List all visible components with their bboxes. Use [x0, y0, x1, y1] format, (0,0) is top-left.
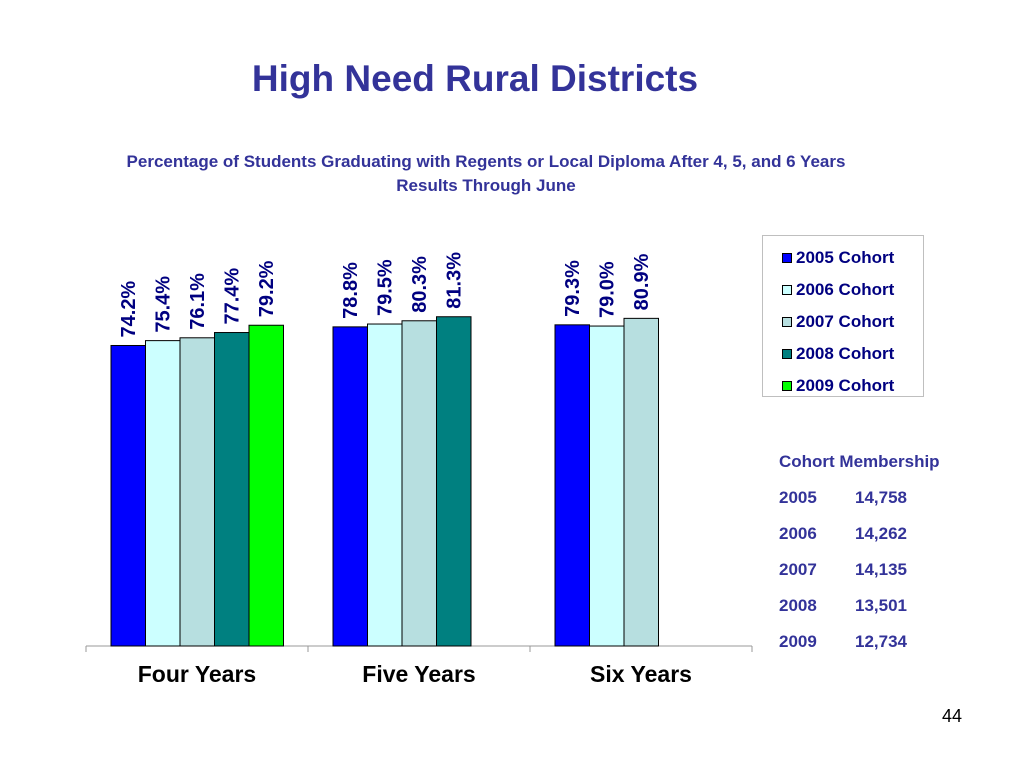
bar-five-years-2006-cohort	[367, 323, 403, 647]
bar-four-years-2007-cohort	[179, 337, 215, 647]
data-label: 81.3%	[444, 252, 466, 309]
bar-six-years-2007-cohort	[623, 317, 659, 647]
cohort-membership-table: Cohort Membership 2005 14,758 2006 14,26…	[779, 447, 989, 663]
bar-four-years-2008-cohort	[214, 332, 250, 647]
membership-year: 2006	[779, 524, 817, 543]
bar-five-years-2007-cohort	[401, 320, 437, 647]
legend-swatch-2009	[782, 381, 792, 391]
chart-legend: 2005 Cohort 2006 Cohort 2007 Cohort 2008…	[762, 235, 924, 397]
membership-year: 2005	[779, 488, 817, 507]
bar-five-years-2005-cohort	[332, 326, 368, 647]
data-label: 76.1%	[187, 273, 209, 330]
membership-count: 14,262	[855, 524, 907, 543]
legend-swatch-2007	[782, 317, 792, 327]
membership-row: 2007 14,135	[779, 555, 989, 591]
bar-six-years-2005-cohort	[554, 324, 590, 647]
x-tick-label: Six Years	[590, 661, 692, 687]
membership-row: 2005 14,758	[779, 483, 989, 519]
membership-row: 2008 13,501	[779, 591, 989, 627]
data-label: 79.0%	[597, 261, 619, 318]
legend-label-2007: 2007 Cohort	[796, 312, 895, 331]
membership-count: 14,135	[855, 560, 907, 579]
legend-item-2006: 2006 Cohort	[763, 274, 923, 306]
bar-six-years-2006-cohort	[589, 325, 625, 647]
legend-label-2009: 2009 Cohort	[796, 376, 895, 395]
membership-count: 12,734	[855, 632, 907, 651]
membership-year: 2007	[779, 560, 817, 579]
data-label: 75.4%	[153, 276, 175, 333]
legend-item-2005: 2005 Cohort	[763, 242, 923, 274]
legend-label-2006: 2006 Cohort	[796, 280, 895, 299]
membership-count: 13,501	[855, 596, 907, 615]
membership-title: Cohort Membership	[779, 452, 940, 471]
bar-four-years-2005-cohort	[110, 344, 146, 647]
legend-swatch-2008	[782, 349, 792, 359]
legend-swatch-2005	[782, 253, 792, 263]
data-label: 77.4%	[222, 268, 244, 325]
legend-label-2008: 2008 Cohort	[796, 344, 895, 363]
slide-title: High Need Rural Districts	[251, 58, 699, 99]
data-label: 78.8%	[340, 262, 362, 319]
legend-item-2009: 2009 Cohort	[763, 370, 923, 402]
data-label: 80.3%	[409, 256, 431, 313]
data-label: 79.2%	[256, 260, 278, 317]
legend-swatch-2006	[782, 285, 792, 295]
membership-year: 2008	[779, 596, 817, 615]
subtitle-line-1: Percentage of Students Graduating with R…	[126, 152, 846, 171]
data-label: 79.5%	[375, 259, 397, 316]
legend-label-2005: 2005 Cohort	[796, 248, 895, 267]
membership-row: 2009 12,734	[779, 627, 989, 663]
bar-four-years-2009-cohort	[248, 324, 284, 647]
membership-row: 2006 14,262	[779, 519, 989, 555]
data-label: 74.2%	[118, 281, 140, 338]
legend-item-2007: 2007 Cohort	[763, 306, 923, 338]
legend-item-2008: 2008 Cohort	[763, 338, 923, 370]
data-label: 80.9%	[631, 253, 653, 310]
subtitle-line-2: Results Through June	[396, 176, 576, 195]
bar-four-years-2006-cohort	[145, 340, 181, 647]
data-label: 79.3%	[562, 260, 584, 317]
membership-count: 14,758	[855, 488, 907, 507]
bar-five-years-2008-cohort	[436, 316, 472, 647]
x-tick-label: Five Years	[362, 661, 475, 687]
membership-year: 2009	[779, 632, 817, 651]
chart-subtitle: Percentage of Students Graduating with R…	[0, 150, 972, 198]
page-number: 44	[941, 706, 962, 726]
x-tick-label: Four Years	[138, 661, 256, 687]
